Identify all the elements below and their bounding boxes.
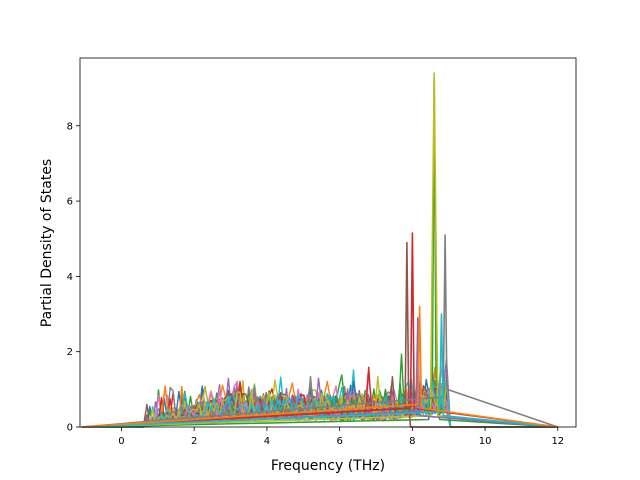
plot-background xyxy=(80,58,576,427)
dos-spike-line xyxy=(374,376,382,412)
dos-series-line xyxy=(81,380,558,428)
y-tick-label: 2 xyxy=(67,347,73,358)
dos-spike-line xyxy=(306,376,315,412)
y-axis-ticks: 0 2 4 6 8 xyxy=(67,121,80,434)
dos-spike-line xyxy=(161,385,169,412)
dos-spike-line xyxy=(397,353,406,412)
dos-spike-line xyxy=(388,376,396,412)
dos-peak-series xyxy=(81,234,559,428)
plot-frame xyxy=(79,57,577,428)
x-tick-label: 4 xyxy=(264,436,270,447)
x-axis-ticks: 0 2 4 6 8 10 12 xyxy=(118,427,564,447)
x-tick-label: 2 xyxy=(191,436,197,447)
dos-peak-lines xyxy=(81,72,559,428)
dos-peak-series xyxy=(81,305,558,428)
x-tick-label: 6 xyxy=(336,436,342,447)
x-tick-label: 12 xyxy=(551,436,564,447)
x-tick-label: 0 xyxy=(118,436,124,447)
y-tick-label: 6 xyxy=(67,197,73,208)
y-tick-label: 8 xyxy=(67,121,73,132)
y-tick-label: 0 xyxy=(67,423,73,434)
y-tick-label: 4 xyxy=(67,272,73,283)
dos-spike-line xyxy=(365,366,373,412)
x-axis-label: Frequency (THz) xyxy=(271,458,385,474)
y-axis-label: Partial Density of States xyxy=(39,159,55,327)
x-tick-label: 10 xyxy=(479,436,492,447)
x-tick-label: 8 xyxy=(409,436,415,447)
dos-peak-series xyxy=(81,313,558,428)
